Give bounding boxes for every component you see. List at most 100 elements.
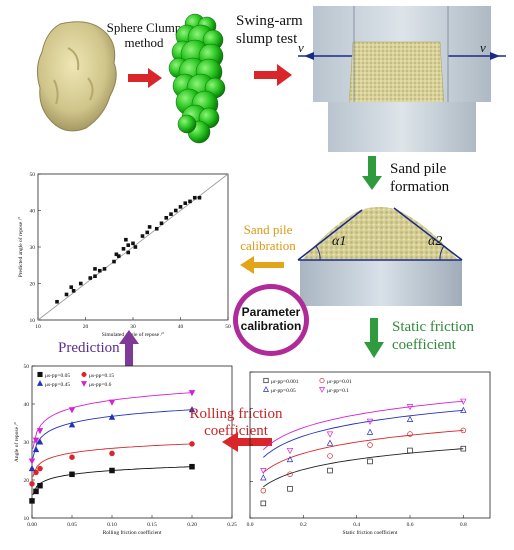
data-point (78, 281, 83, 286)
x-tick-label: 30 (130, 324, 136, 330)
data-point (36, 428, 44, 435)
data-point (460, 406, 467, 413)
data-point (126, 250, 131, 255)
data-point (140, 234, 145, 238)
y-axis-label: Predicted angle of repose /° (17, 217, 24, 278)
data-point (88, 276, 93, 280)
data-point (29, 498, 35, 504)
data-point (188, 199, 192, 204)
data-point (147, 225, 152, 229)
data-point (112, 259, 116, 264)
velocity-label-right: v (480, 40, 486, 55)
data-point (64, 292, 69, 297)
data-point (260, 468, 267, 475)
x-tick-label: 0.2 (300, 522, 307, 528)
legend-label: μr-pp=0.05 (271, 388, 296, 394)
data-point (145, 230, 150, 235)
x-tick-label: 0.4 (353, 522, 360, 528)
data-point (108, 413, 116, 420)
y-tick-label: 30 (24, 440, 30, 446)
x-tick-label: 0.25 (227, 522, 237, 528)
data-point (29, 481, 35, 487)
data-point (326, 439, 334, 446)
data-point (260, 500, 267, 507)
data-point (108, 399, 116, 406)
y-tick-label: 10 (24, 516, 30, 522)
data-point (287, 486, 293, 492)
particle-rock-image (30, 18, 125, 136)
x-tick-label: 10 (35, 324, 41, 330)
data-point (81, 371, 87, 378)
y-tick-label: 40 (30, 209, 36, 215)
legend-label: μs-pp=0.05 (45, 373, 70, 379)
data-point (68, 407, 76, 414)
data-point (114, 252, 119, 257)
velocity-label-left: v (298, 40, 304, 55)
data-point (169, 212, 173, 216)
parameter-calibration-ring: Parameter calibration (233, 284, 309, 356)
data-point (97, 268, 102, 273)
calibration-label: calibration (240, 319, 302, 333)
gold-arrow-left (240, 256, 284, 274)
fit-curve (263, 409, 464, 458)
parameter-label: Parameter (241, 305, 301, 319)
x-tick-label: 20 (83, 324, 89, 330)
alpha2-label: α2 (428, 234, 443, 249)
legend-label: μs-pp=0.45 (45, 382, 70, 388)
data-point (68, 421, 76, 428)
data-point (319, 387, 325, 393)
data-point (33, 488, 39, 495)
data-point (28, 464, 36, 472)
y-tick-label: 50 (30, 172, 36, 178)
swing-arm-label: Swing-arm slump test (236, 13, 303, 47)
x-tick-label: 0.10 (107, 522, 117, 528)
data-point (460, 427, 467, 434)
data-point (406, 404, 414, 411)
data-point (319, 377, 325, 384)
data-point (28, 458, 36, 465)
data-point (109, 450, 115, 457)
data-point (102, 267, 107, 271)
data-point (183, 201, 188, 205)
data-point (159, 221, 164, 226)
sand-pile-calibration-label: Sand pile calibration (240, 222, 296, 253)
plot-frame (31, 365, 233, 519)
sphere-clump-label: Sphere Clump method (106, 20, 182, 50)
data-point (69, 285, 74, 289)
legend-label: μs-pp=0.15 (89, 373, 114, 379)
reference-line (37, 173, 229, 321)
data-point (188, 390, 196, 397)
data-point (164, 216, 169, 220)
sphere-clump-image (165, 12, 235, 152)
x-tick-label: 0.00 (27, 522, 37, 528)
data-point (326, 431, 334, 438)
data-point (407, 447, 413, 454)
y-tick-label: 50 (24, 364, 30, 370)
green-arrow-down-2 (364, 318, 384, 358)
data-point (32, 437, 40, 444)
data-point (116, 254, 121, 258)
rolling-friction-chart-svg: 0.00 0.05 0.10 0.15 0.20 0.25 10 20 30 40 50 μs-pp=… (13, 364, 237, 536)
x-tick-label: 0.6 (407, 522, 414, 528)
green-arrow-down-1 (362, 156, 382, 190)
rolling-friction-chart: 0.00 0.05 0.10 0.15 0.20 0.25 10 20 30 40 50 μs-pp=… (2, 362, 242, 544)
y-tick-label: 20 (24, 478, 30, 484)
data-point (260, 487, 267, 494)
data-point (327, 453, 333, 459)
y-axis-label: Angle of repose /° (13, 422, 20, 462)
data-point (71, 289, 76, 293)
x-axis-label: Static friction coefficient (343, 529, 398, 536)
data-point (133, 245, 138, 249)
y-tick-label: 40 (24, 402, 30, 408)
x-tick-label: 0.8 (460, 522, 467, 528)
data-point (36, 438, 44, 445)
legend-label: μs-pp=0.6 (89, 382, 112, 388)
red-arrow-right-1 (128, 68, 162, 88)
static-friction-label: Static friction coefficient (392, 319, 475, 353)
data-point (131, 241, 135, 246)
x-axis-label: Simulated angle of repose /° (102, 331, 164, 338)
data-point (69, 471, 75, 478)
slump-test-apparatus (298, 6, 506, 152)
legend-label: μr-pp=0.1 (327, 388, 349, 394)
clump-spheres (168, 13, 226, 144)
